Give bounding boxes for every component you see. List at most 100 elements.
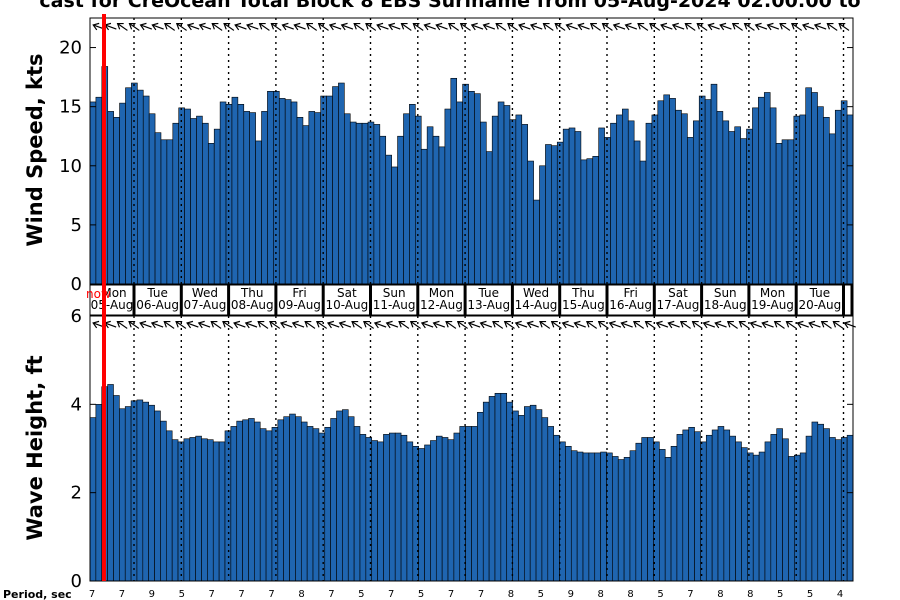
chart-title: cast for CreOcean Total Block 8 EBS Suri… xyxy=(39,0,860,12)
wind-bar xyxy=(261,111,268,285)
direction-arrow-icon xyxy=(667,320,680,329)
period-value: 5 xyxy=(777,589,783,600)
wave-bar xyxy=(435,435,443,582)
direction-arrow-icon xyxy=(338,320,352,329)
wave-bar xyxy=(424,444,431,582)
direction-arrow-icon xyxy=(726,320,738,329)
period-values-row: 7 7 9 5 7 7 7 8 7 5 7 5 7 7 8 5 9 8 8 5 7 8 8 5 5 4 xyxy=(89,589,843,600)
period-value: 8 xyxy=(627,589,633,600)
direction-arrow-icon xyxy=(435,22,448,31)
wave-bar xyxy=(371,440,378,582)
wave-height-plot-frame xyxy=(89,315,854,582)
period-value: 9 xyxy=(149,589,155,600)
wave-bar xyxy=(95,404,103,582)
wave-bar xyxy=(189,437,196,582)
direction-arrow-icon xyxy=(561,320,575,329)
wave-bar xyxy=(776,428,783,582)
wind-bar xyxy=(622,108,629,285)
wave-bar xyxy=(212,441,220,582)
direction-arrow-icon xyxy=(246,22,259,31)
wave-bar xyxy=(805,435,813,582)
wave-bar xyxy=(336,410,343,582)
direction-arrow-icon xyxy=(445,320,457,329)
wave-bar xyxy=(717,426,725,582)
direction-arrow-icon xyxy=(608,320,622,329)
direction-arrow-icon xyxy=(714,320,727,329)
period-value: 5 xyxy=(358,589,364,600)
wave-bar xyxy=(547,426,554,582)
wave-bar xyxy=(682,429,689,582)
wave-height-axis-label: Wave Height, ft xyxy=(23,355,47,540)
direction-arrow-icon xyxy=(731,22,743,31)
direction-arrow-icon xyxy=(269,320,281,329)
direction-arrow-icon xyxy=(186,22,200,31)
direction-arrow-icon xyxy=(808,320,821,329)
day-date-label: 15-Aug xyxy=(562,298,605,312)
wave-bar xyxy=(471,426,478,582)
direction-arrow-icon xyxy=(448,22,460,31)
direction-arrow-icon xyxy=(317,22,329,31)
day-date-label: 16-Aug xyxy=(609,298,652,312)
wave-bar xyxy=(811,421,819,582)
wind-y-tick-label: 20 xyxy=(59,38,82,59)
direction-arrow-icon xyxy=(479,320,493,329)
direction-arrow-icon xyxy=(826,22,838,31)
wave-bar xyxy=(482,401,490,582)
direction-arrow-icon xyxy=(222,320,234,329)
wave-bar xyxy=(400,434,408,582)
wind-bar xyxy=(255,140,262,285)
direction-arrow-icon xyxy=(257,320,269,329)
wind-bar xyxy=(213,128,221,285)
wind-bar xyxy=(663,94,670,285)
period-value: 7 xyxy=(328,589,334,600)
wind-bar xyxy=(349,121,357,285)
direction-arrow-icon xyxy=(813,22,827,31)
wave-bar xyxy=(441,437,449,582)
wind-bar xyxy=(562,128,570,285)
direction-arrow-icon xyxy=(409,320,421,329)
wind-bar xyxy=(716,111,724,285)
wind-day-separators xyxy=(133,18,845,284)
wave-bar xyxy=(500,392,508,582)
wind-bar xyxy=(338,82,345,285)
period-value: 7 xyxy=(89,589,95,600)
direction-arrow-icon xyxy=(589,22,601,31)
direction-arrow-icon xyxy=(749,320,763,329)
wind-bar xyxy=(355,122,363,285)
direction-arrow-icon xyxy=(843,320,856,329)
day-date-label: 13-Aug xyxy=(467,298,510,312)
wave-bar xyxy=(535,409,543,582)
direction-arrow-icon xyxy=(139,22,153,31)
direction-arrow-icon xyxy=(365,22,377,31)
wave-bar xyxy=(494,392,502,582)
direction-arrow-icon xyxy=(164,22,176,31)
wave-bar xyxy=(312,428,320,582)
wind-bar xyxy=(231,96,239,285)
wave-bar xyxy=(377,441,384,582)
day-of-week-label: Thu xyxy=(571,286,595,300)
wind-bar xyxy=(675,109,682,285)
direction-arrow-icon xyxy=(116,320,128,329)
wind-bar xyxy=(249,112,256,285)
wind-bar xyxy=(107,111,114,285)
wave-y-tick-label: 4 xyxy=(71,394,82,415)
wind-bar xyxy=(633,140,641,285)
direction-arrow-icon xyxy=(601,22,613,31)
direction-arrow-icon xyxy=(328,22,342,31)
wave-bar xyxy=(330,418,337,582)
wind-bar xyxy=(373,124,381,285)
wind-bar xyxy=(219,101,227,285)
wind-y-tick-label: 5 xyxy=(71,215,82,236)
wind-bar xyxy=(545,144,552,285)
wind-bar xyxy=(491,115,499,285)
day-date-label: 19-Aug xyxy=(751,298,794,312)
wave-bar xyxy=(617,459,625,582)
day-date-label: 09-Aug xyxy=(278,298,321,312)
wave-bar xyxy=(770,434,778,582)
direction-arrow-icon xyxy=(773,320,785,329)
period-value: 8 xyxy=(717,589,723,600)
day-date-label: 11-Aug xyxy=(373,298,416,312)
direction-arrow-icon xyxy=(495,22,507,31)
wave-bar xyxy=(406,441,414,582)
direction-arrow-icon xyxy=(707,22,720,31)
